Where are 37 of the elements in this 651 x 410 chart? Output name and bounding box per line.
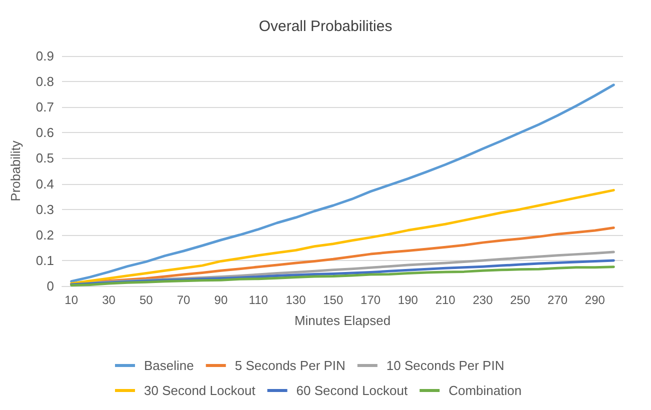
y-tick-label: 0 bbox=[46, 278, 54, 294]
line-series bbox=[70, 84, 615, 283]
legend-label: 30 Second Lockout bbox=[144, 383, 256, 398]
x-tick-label: 30 bbox=[102, 293, 116, 307]
line-series bbox=[70, 188, 615, 285]
y-tick-label: 0.5 bbox=[36, 150, 54, 166]
y-tick-label: 0.8 bbox=[36, 74, 54, 90]
x-tick-label: 210 bbox=[435, 293, 456, 307]
x-tick-label: 270 bbox=[548, 293, 568, 307]
x-tick-label: 170 bbox=[360, 293, 381, 307]
chart-title: Overall Probabilities bbox=[258, 18, 392, 35]
legend-label: 60 Second Lockout bbox=[296, 383, 408, 398]
x-tick-label: 50 bbox=[139, 293, 154, 307]
legend-label: Baseline bbox=[144, 358, 194, 373]
x-axis-title: Minutes Elapsed bbox=[294, 313, 391, 328]
x-tick-label: 10 bbox=[64, 293, 78, 307]
y-tick-label: 0.3 bbox=[36, 202, 54, 217]
x-tick-label: 130 bbox=[286, 293, 306, 307]
y-tick-label: 0.2 bbox=[36, 227, 54, 242]
x-tick-label: 250 bbox=[510, 293, 530, 307]
y-axis-title: Probability bbox=[8, 140, 23, 202]
y-tick-label: 0.9 bbox=[36, 48, 54, 64]
legend-label: Combination bbox=[448, 383, 522, 398]
y-tick-label: 0.7 bbox=[36, 100, 54, 115]
legend-label: 10 Seconds Per PIN bbox=[386, 358, 504, 373]
x-tick-label: 150 bbox=[323, 293, 344, 307]
line-series bbox=[70, 266, 615, 286]
x-tick-label: 90 bbox=[214, 293, 228, 307]
x-tick-label: 290 bbox=[584, 293, 606, 307]
y-tick-label: 0.4 bbox=[36, 176, 54, 192]
x-tick-label: 230 bbox=[472, 293, 494, 307]
x-tick-label: 70 bbox=[176, 293, 191, 307]
x-tick-label: 190 bbox=[398, 293, 418, 307]
x-tick-label: 110 bbox=[248, 293, 268, 307]
legend-label: 5 Seconds Per PIN bbox=[234, 358, 346, 373]
y-tick-label: 0.1 bbox=[36, 252, 54, 268]
y-tick-label: 0.6 bbox=[36, 125, 54, 140]
